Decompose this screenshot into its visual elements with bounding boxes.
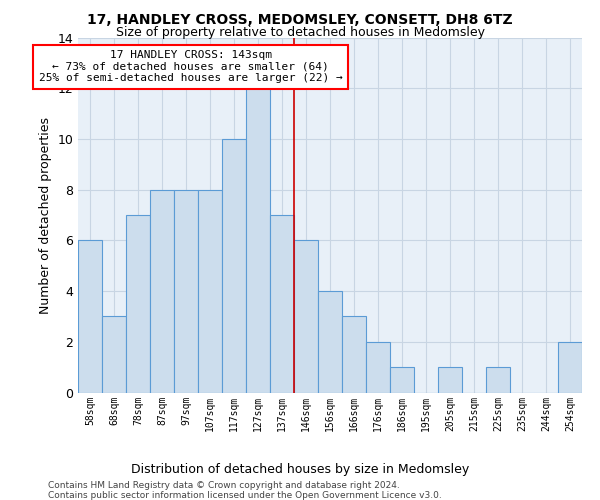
Bar xyxy=(390,367,414,392)
Bar xyxy=(246,88,270,392)
Bar xyxy=(342,316,366,392)
Bar xyxy=(198,190,222,392)
Bar xyxy=(270,215,294,392)
Bar xyxy=(126,215,150,392)
Bar xyxy=(366,342,390,392)
Text: 17 HANDLEY CROSS: 143sqm
← 73% of detached houses are smaller (64)
25% of semi-d: 17 HANDLEY CROSS: 143sqm ← 73% of detach… xyxy=(39,50,343,84)
Text: Contains HM Land Registry data © Crown copyright and database right 2024.: Contains HM Land Registry data © Crown c… xyxy=(48,481,400,490)
Bar xyxy=(294,240,318,392)
Bar xyxy=(222,139,246,392)
Text: Size of property relative to detached houses in Medomsley: Size of property relative to detached ho… xyxy=(115,26,485,39)
Bar xyxy=(150,190,174,392)
Bar xyxy=(174,190,198,392)
Bar xyxy=(102,316,126,392)
Bar xyxy=(78,240,102,392)
Bar xyxy=(438,367,462,392)
Bar xyxy=(558,342,582,392)
Text: 17, HANDLEY CROSS, MEDOMSLEY, CONSETT, DH8 6TZ: 17, HANDLEY CROSS, MEDOMSLEY, CONSETT, D… xyxy=(87,12,513,26)
Text: Distribution of detached houses by size in Medomsley: Distribution of detached houses by size … xyxy=(131,462,469,475)
Bar xyxy=(486,367,510,392)
Y-axis label: Number of detached properties: Number of detached properties xyxy=(39,116,52,314)
Text: Contains public sector information licensed under the Open Government Licence v3: Contains public sector information licen… xyxy=(48,491,442,500)
Bar xyxy=(318,291,342,392)
